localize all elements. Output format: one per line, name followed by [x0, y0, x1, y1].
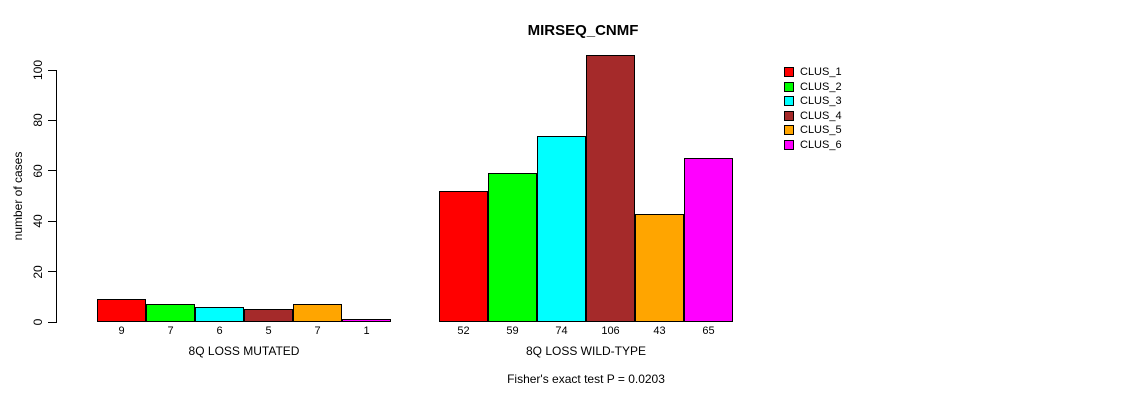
legend: CLUS_1 CLUS_2 CLUS_3 CLUS_4 CLUS_5 CLUS_6	[784, 65, 842, 152]
legend-label: CLUS_6	[800, 138, 842, 151]
bar-clus_5	[635, 214, 684, 322]
legend-item-clus_5: CLUS_5	[784, 123, 842, 138]
bar-clus_4	[244, 309, 293, 322]
legend-item-clus_2: CLUS_2	[784, 80, 842, 95]
y-tick-mark	[48, 321, 56, 323]
y-tick-label: 0	[31, 318, 45, 326]
legend-label: CLUS_1	[800, 66, 842, 79]
y-axis-label: number of cases	[11, 151, 25, 241]
bar-clus_6	[342, 319, 391, 322]
bar-value-label: 7	[314, 325, 321, 337]
legend-swatch	[784, 67, 794, 78]
y-tick-mark	[48, 119, 56, 121]
y-axis-line	[56, 70, 57, 323]
bar-value-label: 6	[216, 325, 223, 337]
bar-value-label: 9	[118, 325, 125, 337]
bar-clus_4	[586, 55, 635, 322]
y-tick-label: 20	[31, 264, 45, 279]
bar-value-label: 74	[555, 325, 568, 337]
legend-label: CLUS_3	[800, 95, 842, 108]
y-tick-mark	[48, 271, 56, 273]
fisher-test-annotation: Fisher's exact test P = 0.0203	[507, 372, 665, 386]
bar-value-label: 106	[601, 325, 620, 337]
legend-swatch	[784, 81, 794, 92]
legend-item-clus_6: CLUS_6	[784, 138, 842, 153]
legend-swatch	[784, 139, 794, 150]
bar-value-label: 65	[702, 325, 715, 337]
bar-value-label: 52	[457, 325, 470, 337]
chart-title: MIRSEQ_CNMF	[527, 22, 639, 39]
group-label-wild-type: 8Q LOSS WILD-TYPE	[525, 344, 647, 358]
legend-swatch	[784, 96, 794, 107]
group-label-mutated: 8Q LOSS MUTATED	[188, 344, 300, 358]
y-tick-mark	[48, 69, 56, 71]
bar-clus_1	[439, 191, 488, 322]
legend-item-clus_4: CLUS_4	[784, 109, 842, 124]
legend-label: CLUS_5	[800, 124, 842, 137]
bar-value-label: 7	[167, 325, 174, 337]
legend-label: CLUS_4	[800, 109, 842, 122]
y-tick-label: 60	[31, 164, 45, 178]
y-tick-mark	[48, 220, 56, 222]
y-tick-label: 80	[31, 113, 45, 128]
y-tick-mark	[48, 170, 56, 172]
y-tick-label: 100	[31, 59, 45, 81]
bar-value-label: 59	[506, 325, 519, 337]
bar-clus_3	[537, 136, 586, 322]
bar-clus_2	[488, 173, 537, 322]
legend-label: CLUS_2	[800, 80, 842, 93]
legend-swatch	[784, 110, 794, 121]
y-tick-label: 40	[31, 214, 45, 228]
bar-clus_6	[684, 158, 733, 322]
bar-clus_3	[195, 307, 244, 322]
legend-item-clus_3: CLUS_3	[784, 94, 842, 109]
bar-value-label: 43	[653, 325, 666, 337]
legend-swatch	[784, 125, 794, 136]
bar-clus_2	[146, 304, 195, 322]
bar-clus_1	[97, 299, 146, 322]
bar-value-label: 1	[363, 325, 370, 337]
bar-clus_5	[293, 304, 342, 322]
legend-item-clus_1: CLUS_1	[784, 65, 842, 80]
bar-value-label: 5	[265, 325, 272, 337]
